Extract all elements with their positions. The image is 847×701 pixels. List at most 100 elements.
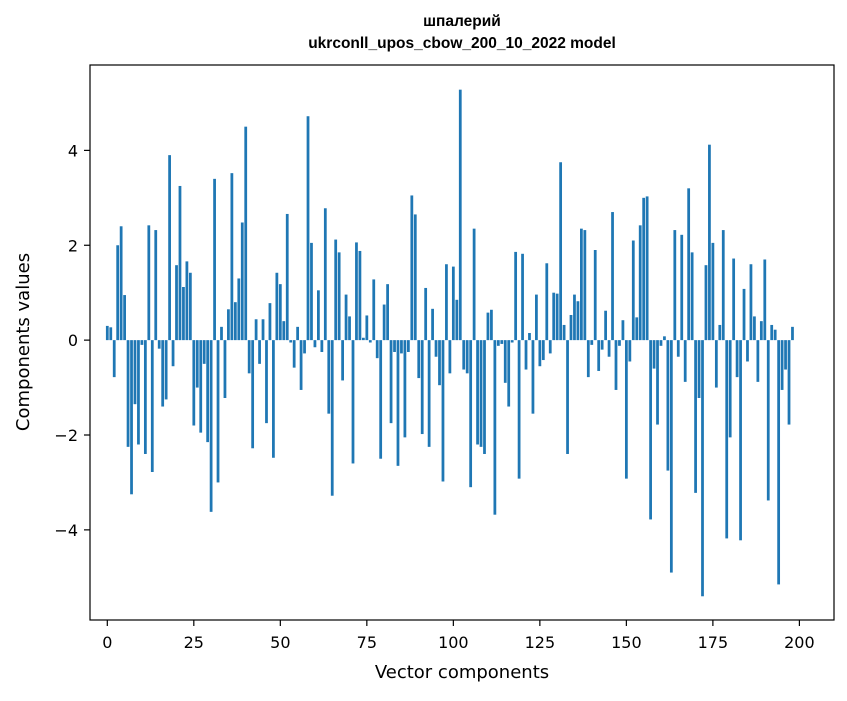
bar-154	[638, 225, 642, 341]
bar-66	[334, 239, 338, 341]
bar-85	[400, 340, 403, 354]
bar-86	[403, 340, 407, 438]
bar-197	[787, 340, 791, 425]
bar-62	[320, 340, 324, 352]
bar-52	[285, 213, 289, 341]
y-axis-label: Components values	[13, 253, 34, 431]
bar-175	[711, 242, 715, 341]
bar-138	[583, 230, 587, 341]
bar-17	[164, 340, 168, 400]
bar-40	[244, 126, 248, 341]
bar-57	[303, 340, 306, 354]
bar-26	[195, 340, 199, 388]
bar-123	[531, 340, 535, 414]
bar-131	[559, 162, 563, 341]
bar-114	[500, 340, 504, 344]
bar-127	[545, 263, 549, 341]
x-tick-label: 75	[357, 633, 377, 652]
x-axis-ticks: 0 25 50 75 100 125 150 175 200	[102, 620, 815, 652]
bar-126	[541, 340, 545, 361]
bar-198	[791, 326, 794, 341]
bar-51	[282, 321, 286, 341]
bar-151	[628, 340, 632, 362]
bar-140	[590, 340, 594, 345]
bar-74	[361, 337, 365, 341]
bar-108	[479, 340, 483, 447]
bar-194	[777, 340, 781, 585]
bar-13	[150, 340, 154, 472]
bar-119	[517, 340, 521, 479]
bar-59	[310, 242, 313, 341]
bar-120	[521, 253, 524, 341]
y-tick-label: 4	[68, 141, 78, 160]
bar-67	[337, 252, 341, 341]
bar-97	[441, 340, 445, 482]
bar-124	[535, 294, 538, 341]
bar-93	[427, 340, 431, 447]
bar-189	[759, 321, 763, 341]
bar-43	[254, 319, 258, 341]
bar-184	[742, 288, 746, 341]
bar-37	[233, 302, 237, 341]
bar-35	[227, 309, 230, 341]
bar-48	[272, 340, 275, 458]
bar-103	[462, 340, 466, 370]
bar-30	[209, 340, 213, 512]
bar-32	[216, 340, 220, 483]
bar-72	[355, 242, 358, 341]
bar-112	[493, 340, 497, 515]
chart-subtitle: ukrconll_upos_cbow_200_10_2022 model	[308, 35, 616, 52]
bar-176	[714, 340, 718, 388]
x-tick-label: 0	[102, 633, 112, 652]
bar-152	[631, 240, 635, 341]
bar-38	[237, 278, 241, 341]
bar-78	[375, 340, 379, 359]
y-tick-label: 2	[68, 236, 78, 255]
bar-161	[663, 336, 666, 341]
bar-90	[417, 340, 421, 379]
bar-84	[396, 340, 400, 466]
bar-195	[780, 340, 784, 390]
bar-92	[424, 287, 428, 341]
bar-191	[766, 340, 770, 501]
bar-156	[645, 196, 649, 341]
bar-141	[593, 250, 597, 341]
bar-101	[455, 299, 459, 341]
bar-174	[708, 144, 711, 341]
x-tick-label: 150	[611, 633, 642, 652]
bar-186	[749, 264, 753, 341]
bar-135	[573, 294, 576, 341]
bar-121	[524, 340, 528, 370]
bar-47	[268, 303, 272, 341]
bar-33	[220, 326, 223, 341]
bar-159	[656, 340, 659, 425]
bar-99	[448, 340, 452, 374]
bar-42	[251, 340, 255, 449]
bar-63	[323, 208, 327, 341]
x-axis-label: Vector components	[375, 662, 549, 683]
bar-21	[178, 185, 182, 341]
bar-94	[431, 308, 434, 341]
bar-73	[358, 250, 362, 341]
x-tick-label: 25	[184, 633, 204, 652]
bar-113	[496, 340, 500, 346]
chart-title: шпалерий	[423, 13, 501, 30]
bar-64	[327, 340, 331, 414]
bar-149	[621, 320, 625, 341]
bar-104	[465, 340, 469, 374]
bar-20	[175, 265, 178, 341]
bar-39	[240, 222, 244, 341]
bar-136	[576, 301, 580, 341]
y-tick-label: −2	[54, 426, 78, 445]
bars-group	[105, 89, 794, 597]
bar-100	[451, 266, 455, 341]
bar-15	[157, 340, 161, 349]
bar-168	[687, 188, 691, 341]
bar-80	[382, 304, 386, 341]
bar-18	[168, 155, 171, 341]
bar-96	[438, 340, 441, 386]
bar-169	[690, 252, 694, 341]
bar-177	[718, 324, 722, 341]
bar-29	[206, 340, 210, 443]
bar-105	[469, 340, 473, 488]
